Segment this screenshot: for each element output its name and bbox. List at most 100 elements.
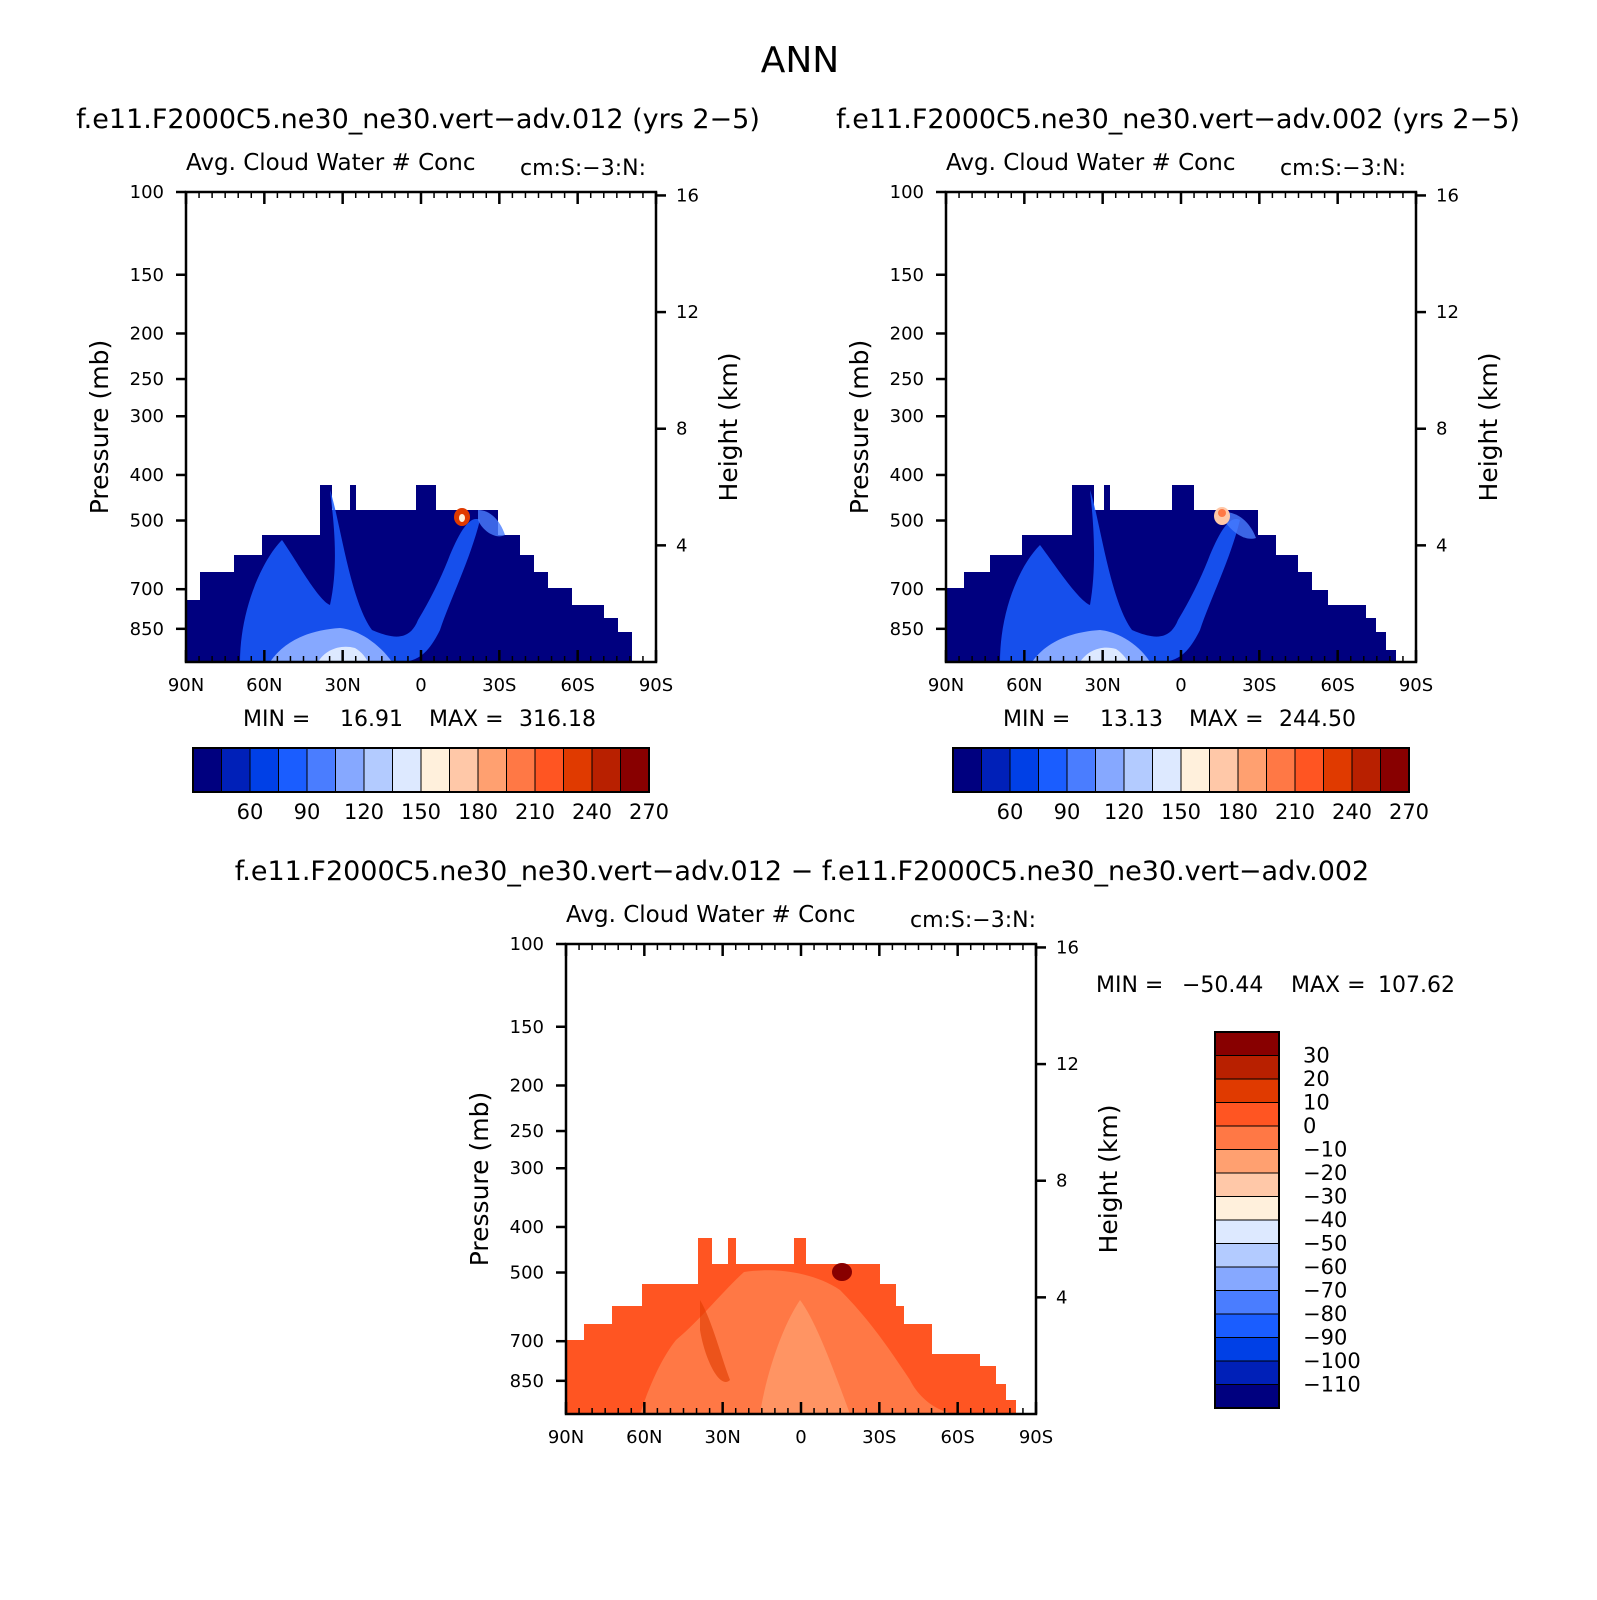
x-tick-label: 90S [1399,675,1433,696]
x-tick-label: 60S [1320,675,1354,696]
colorbar-box [1214,1266,1280,1291]
y-tick-label: 500 [130,511,164,532]
colorbar-label: −110 [1303,1373,1361,1397]
colorbar-label: −60 [1303,1255,1347,1279]
y-tick-label: 150 [890,265,924,286]
panel-2-field-blob [1224,512,1256,539]
y2-tick-label: 12 [1436,302,1459,323]
panel-1: f.e11.F2000C5.ne30_ne30.vert−adv.012 (yr… [76,104,760,824]
colorbar-box [306,747,336,793]
colorbar-box [1214,1384,1280,1409]
y-tick-label: 400 [130,465,164,486]
panel-3-ylabel-right: Height (km) [1094,1105,1123,1254]
x-tick-label: 0 [795,1427,806,1448]
x-tick-label: 60S [940,1427,974,1448]
panel-2-field-mid [1000,490,1240,662]
colorbar-box [1214,1337,1280,1362]
colorbar-box [591,747,621,793]
panel-1-ylabel: Pressure (mb) [85,340,114,514]
x-tick-label: 30N [324,675,360,696]
panel-2: f.e11.F2000C5.ne30_ne30.vert−adv.002 (yr… [836,104,1520,824]
colorbar-border [952,747,1410,793]
y-tick-label: 700 [510,1331,544,1352]
panel-2-ticks: 90N 60N 30N 0 30S 60S 90S 100 150 200 250 300 400 500… [890,182,1459,696]
panel-1-ylabel-right: Height (km) [714,353,743,502]
colorbar-label: 90 [294,800,321,824]
colorbar-box [1180,747,1210,793]
colorbar-label: −10 [1303,1138,1347,1162]
panel-2-ylabel: Pressure (mb) [845,340,874,514]
panel-1-field [186,485,632,662]
colorbar-label: 150 [1161,800,1201,824]
panel-2-max-core [1218,509,1226,517]
colorbar-label: −20 [1303,1161,1347,1185]
x-tick-label: 30S [482,675,516,696]
panel-3-case-title: f.e11.F2000C5.ne30_ne30.vert−adv.012 − f… [235,856,1370,887]
colorbar-label: −50 [1303,1232,1347,1256]
y-tick-label: 250 [510,1121,544,1142]
x-tick-label: 30S [1242,675,1276,696]
panel-2-min-value: 13.13 [1100,707,1163,732]
y-tick-label: 300 [890,406,924,427]
colorbar-box [1214,1313,1280,1338]
colorbar-box [278,747,308,793]
y2-tick-label: 4 [1056,1287,1067,1308]
colorbar-box [952,747,982,793]
y2-tick-label: 12 [676,302,699,323]
y-tick-label: 400 [510,1217,544,1238]
colorbar-box [1237,747,1267,793]
x-tick-label: 30S [862,1427,896,1448]
colorbar-box [1123,747,1153,793]
panel-2-min-label: MIN = [1003,707,1070,732]
x-tick-label: 60N [1006,675,1042,696]
colorbar-label: −80 [1303,1302,1347,1326]
panel-3-field-lighter [760,1300,850,1414]
panel-3-max-label: MAX = [1291,973,1366,998]
colorbar-box [1066,747,1096,793]
x-tick-label: 90N [928,675,964,696]
panel-1-minmax: MIN = 16.91 MAX = 316.18 [243,707,596,732]
panel-1-var-title: Avg. Cloud Water # Conc [186,150,475,176]
y2-tick-label: 16 [1436,185,1459,206]
colorbar-box [449,747,479,793]
colorbar-box [335,747,365,793]
panel-2-colorbar: 60 90 120 150 180 210 240 270 [952,747,1429,824]
x-tick-label: 90N [548,1427,584,1448]
colorbar-box [1214,1125,1280,1150]
y-tick-label: 850 [510,1371,544,1392]
colorbar-box [1209,747,1239,793]
colorbar-box [1214,1290,1280,1315]
y-tick-label: 500 [890,511,924,532]
colorbar-box [1214,1243,1280,1268]
colorbar-box [1214,1196,1280,1221]
colorbar-box [620,747,650,793]
panel-3-var-title: Avg. Cloud Water # Conc [566,902,855,928]
panel-1-colorbar: 60 90 120 150 180 210 240 270 [192,747,669,824]
panel-1-min-label: MIN = [243,707,310,732]
y-tick-label: 850 [130,619,164,640]
panel-3-units: cm:S:−3:N: [910,908,1036,933]
colorbar-label: 210 [515,800,555,824]
colorbar-box [1214,1102,1280,1127]
panel-3-plot: 90N 60N 30N 0 30S 60S 90S 100 150 200 250 300 400 500… [510,934,1079,1448]
colorbar-box [1214,1031,1280,1056]
colorbar-label: −40 [1303,1208,1347,1232]
panel-3-max-value: 107.62 [1378,973,1455,998]
y-tick-label: 200 [510,1075,544,1096]
colorbar-label: 240 [1332,800,1372,824]
x-tick-label: 90S [1019,1427,1053,1448]
colorbar-box [1323,747,1353,793]
colorbar-label: 20 [1303,1067,1330,1091]
x-tick-label: 30N [1084,675,1120,696]
colorbar-label: −30 [1303,1185,1347,1209]
x-tick-label: 90N [168,675,204,696]
panel-2-max-value: 244.50 [1279,707,1356,732]
colorbar-box [981,747,1011,793]
panel-2-minmax: MIN = 13.13 MAX = 244.50 [1003,707,1356,732]
y2-tick-label: 8 [1436,419,1447,440]
panel-2-plot: 90N 60N 30N 0 30S 60S 90S 100 150 200 250 300 400 500… [890,182,1459,696]
colorbar-box [221,747,251,793]
x-tick-label: 90S [639,675,673,696]
colorbar-box [1380,747,1410,793]
